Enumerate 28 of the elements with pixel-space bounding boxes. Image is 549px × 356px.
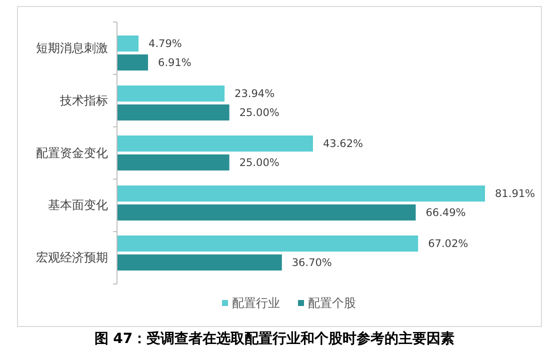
bar [117, 204, 416, 220]
data-label: 67.02% [428, 238, 468, 250]
bar [117, 236, 418, 252]
data-label: 23.94% [234, 88, 275, 100]
bar [117, 154, 230, 170]
y-tick-label: 配置资金变化 [36, 146, 108, 160]
bar [117, 186, 485, 202]
text: 图 47：受调查者在选取配置行业和个股时参考的主要因素 [94, 330, 455, 347]
bar [117, 254, 282, 270]
bar [117, 54, 148, 70]
bar [117, 104, 230, 120]
y-tick-label: 短期消息刺激 [36, 41, 108, 56]
data-label: 43.62% [322, 138, 364, 150]
data-label: 81.91% [495, 188, 536, 200]
y-tick-label: 技术指标 [59, 93, 108, 108]
legend-label: 配置个股 [308, 296, 356, 310]
bar [117, 136, 313, 152]
legend-label: 配置行业 [232, 296, 280, 310]
bar [117, 36, 139, 52]
data-label: 25.00% [239, 157, 280, 170]
data-label: 66.49% [426, 207, 466, 220]
data-label: 6.91% [158, 57, 192, 70]
y-tick-label: 宏观经济预期 [36, 250, 108, 265]
y-tick-label: 基本面变化 [48, 198, 108, 212]
data-label: 36.70% [292, 257, 332, 270]
data-label: 4.79% [148, 38, 182, 50]
data-label: 25.00% [239, 107, 280, 120]
bar [117, 86, 225, 102]
